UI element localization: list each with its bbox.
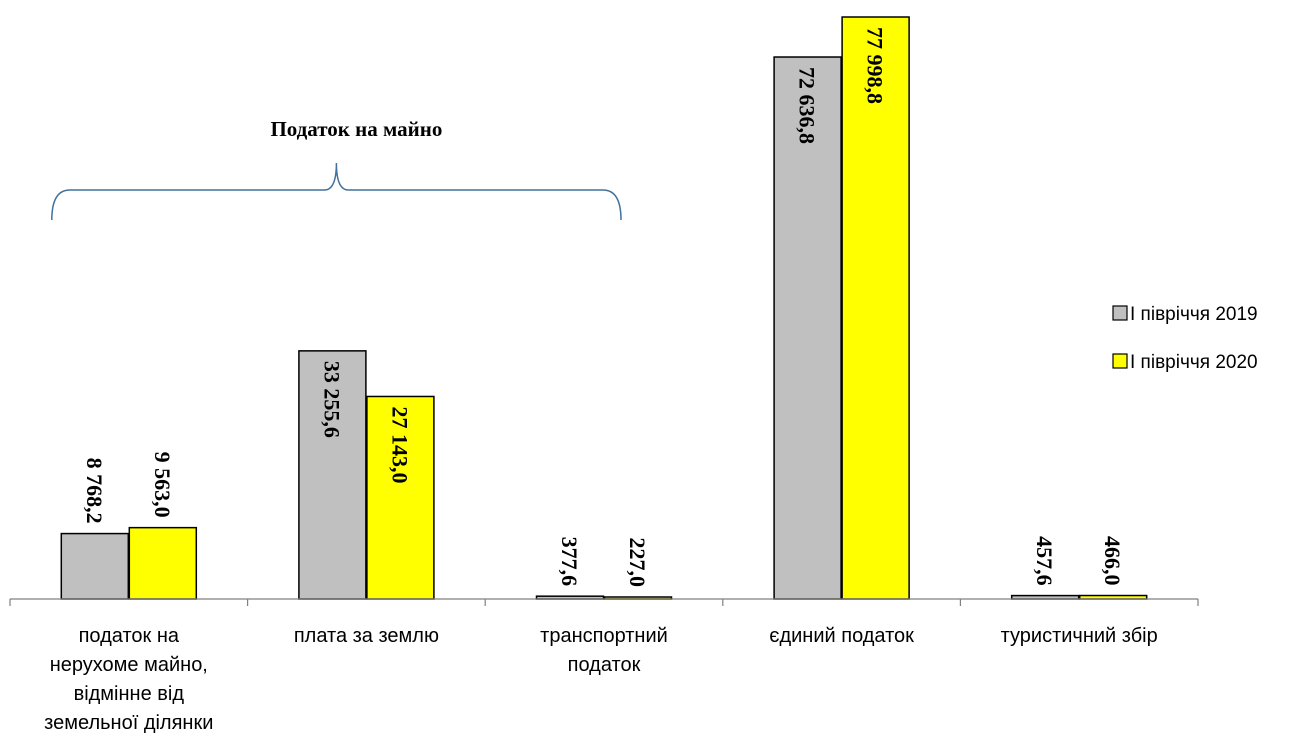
legend-label: І півріччя 2019 <box>1130 304 1258 325</box>
bar-2020-cat-0 <box>128 526 198 600</box>
bars-layer <box>60 16 1148 600</box>
value-label: 9 563,0 <box>150 452 175 518</box>
value-label: 33 255,6 <box>319 361 344 438</box>
annotation-layer: Податок на майно <box>51 117 622 221</box>
legend: І півріччя 2019 І півріччя 2020 <box>1112 304 1258 373</box>
value-labels-layer: 8 768,2 33 255,6 377,6 72 636,8 457,6 9 563,0… <box>82 27 1125 587</box>
bar-2019-cat-0 <box>60 532 130 600</box>
value-label: 227,0 <box>625 538 650 588</box>
legend-swatch <box>1112 305 1128 321</box>
category-label: плата за землю <box>294 625 439 647</box>
value-label: 457,6 <box>1032 536 1057 586</box>
value-label: 8 768,2 <box>82 458 107 524</box>
annotation-label: Податок на майно <box>270 117 442 141</box>
bar-2020-cat-1 <box>366 395 435 600</box>
value-label: 377,6 <box>557 537 582 587</box>
category-label: податок на <box>79 625 180 647</box>
category-label: транспортний <box>540 625 668 647</box>
bar-2020-cat-3 <box>841 16 910 600</box>
category-label: відмінне від <box>74 683 185 705</box>
category-label: туристичний збір <box>1001 625 1158 647</box>
bar-2019-cat-1 <box>298 350 367 600</box>
legend-swatch <box>1112 353 1128 369</box>
category-label: податок <box>568 654 641 676</box>
value-label: 27 143,0 <box>387 406 412 483</box>
category-label: нерухоме майно, <box>50 654 208 676</box>
category-label: земельної ділянки <box>44 712 213 734</box>
legend-label: І півріччя 2020 <box>1130 352 1258 373</box>
curly-brace <box>51 162 622 221</box>
category-labels-layer: податок на нерухоме майно, відмінне від зем… <box>44 625 1158 734</box>
value-label: 72 636,8 <box>795 67 820 144</box>
category-label: єдиний податок <box>769 625 914 647</box>
value-label: 77 998,8 <box>863 27 888 104</box>
value-label: 466,0 <box>1100 536 1125 586</box>
x-axis <box>9 598 1199 606</box>
